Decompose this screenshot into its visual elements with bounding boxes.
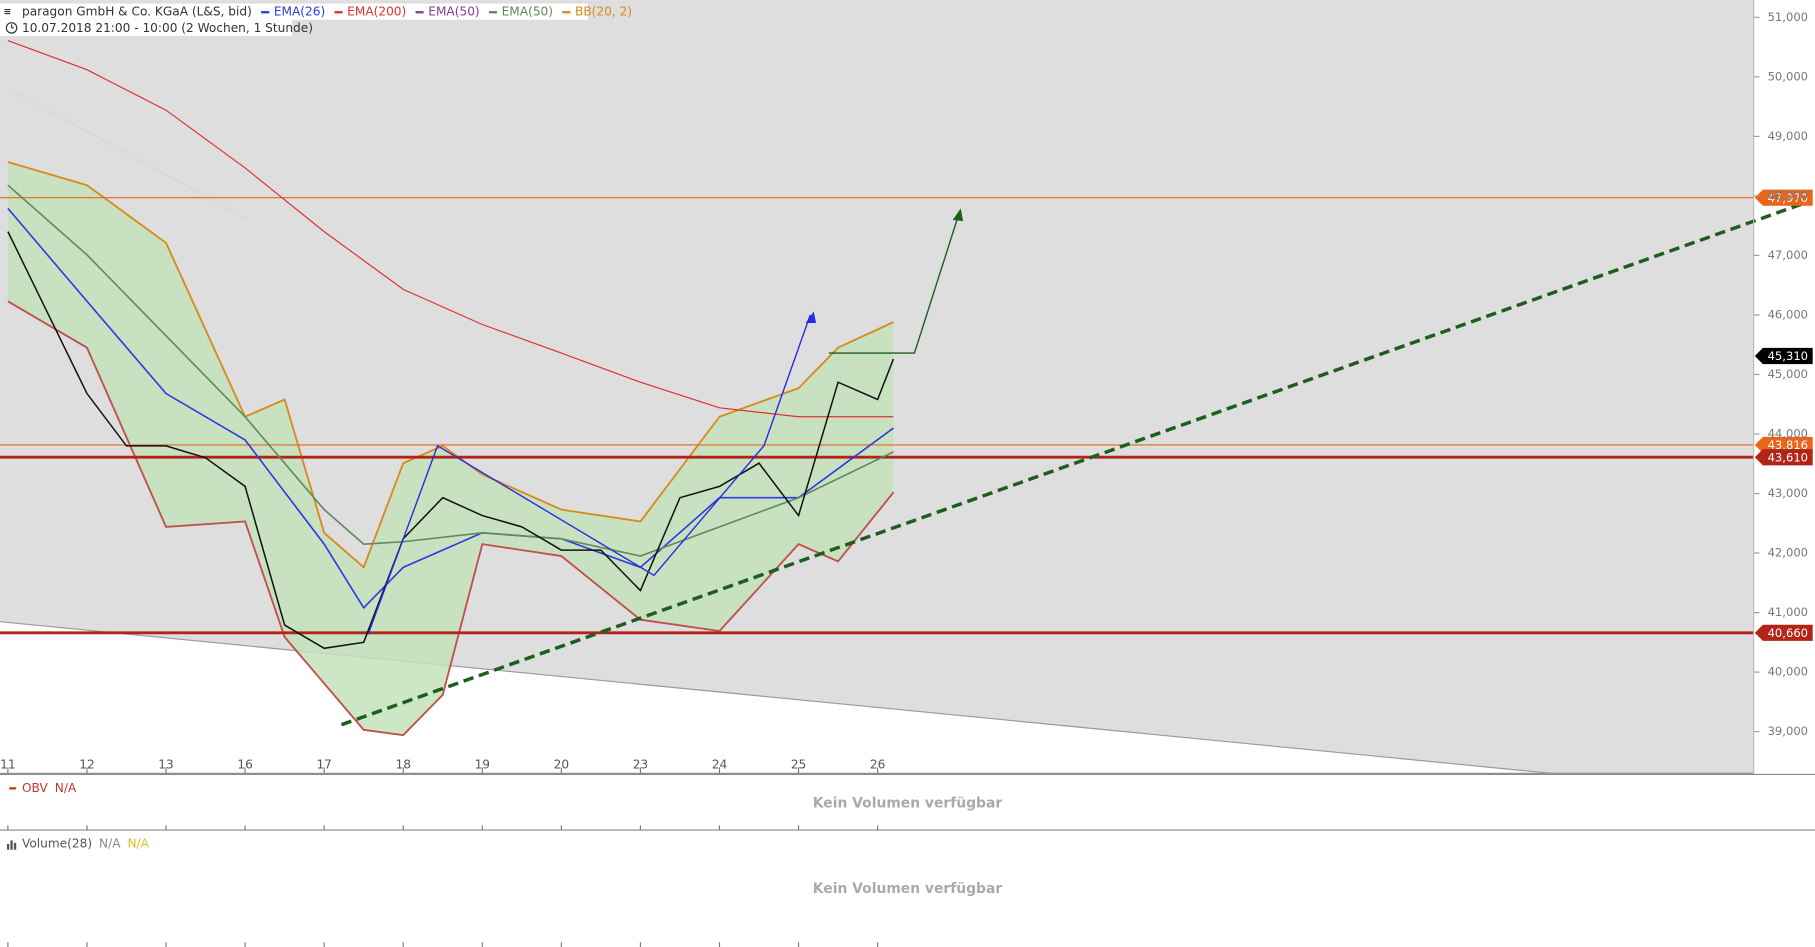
panel-message: Kein Volumen verfügbar (813, 795, 1003, 811)
panel-status: N/A (127, 836, 149, 850)
x-tick-label: 26 (870, 758, 885, 772)
level-marker (1754, 347, 1813, 365)
subtitle-background (0, 19, 292, 36)
logo: ≡ (3, 7, 11, 18)
x-tick-label: 17 (316, 758, 331, 772)
panel-name: Volume(28) (22, 836, 92, 850)
y-tick-label: 42,000 (1768, 546, 1808, 560)
drawing-line (11, 89, 250, 221)
panel-message: Kein Volumen verfügbar (813, 881, 1003, 897)
chart-title: paragon GmbH & Co. KGaA (L&S, bid) (22, 5, 252, 19)
level-marker (1754, 189, 1813, 206)
y-tick-label: 48,000 (1768, 188, 1808, 202)
volume-icon (6, 843, 10, 850)
y-tick-label: 44,000 (1768, 427, 1808, 441)
level-label: 43,610 (1768, 450, 1808, 464)
legend-label: BB(20, 2) (575, 5, 632, 19)
series-line (7, 184, 894, 557)
y-tick-label: 51,000 (1768, 10, 1808, 24)
projection-line (828, 215, 960, 354)
panel-status: N/A (99, 836, 121, 850)
level-marker (1754, 449, 1813, 466)
y-tick-label: 39,000 (1768, 724, 1808, 738)
legend-background (0, 3, 589, 20)
y-tick-label: 50,000 (1768, 69, 1808, 83)
level-marker (1754, 436, 1813, 454)
y-tick-label: 41,000 (1768, 605, 1808, 619)
clock-icon (5, 22, 18, 34)
x-tick-label: 23 (633, 758, 648, 772)
arrow-head (952, 208, 964, 222)
y-tick-label: 49,000 (1768, 129, 1808, 143)
drawing-line (0, 621, 1552, 774)
x-tick-label: 24 (712, 758, 728, 772)
legend-label: EMA(50) (502, 5, 553, 19)
y-tick-label: 43,000 (1768, 486, 1808, 500)
x-tick-label: 25 (791, 758, 806, 772)
legend-label: EMA(50) (428, 5, 479, 19)
x-tick-label: 12 (79, 758, 94, 772)
legend-label: EMA(200) (347, 5, 406, 19)
y-tick-label: 46,000 (1768, 307, 1808, 321)
projection-line (367, 314, 811, 635)
volume-icon (10, 840, 13, 850)
subtitle: 10.07.2018 21:00 - 10:00 (2 Wochen, 1 St… (22, 21, 313, 35)
band-fill (7, 161, 894, 736)
level-label: 40,660 (1768, 626, 1808, 640)
y-tick-label: 45,000 (1768, 367, 1808, 381)
arrow-head (805, 311, 817, 324)
series-line (7, 231, 895, 650)
x-tick-label: 20 (554, 758, 569, 772)
y-tick-label: 40,000 (1768, 665, 1808, 679)
series-line (7, 40, 894, 418)
band-lower (7, 300, 895, 737)
band-upper (7, 161, 894, 569)
x-tick-label: 11 (0, 758, 15, 772)
panel-name: OBV (22, 781, 49, 795)
panel-status: N/A (55, 781, 77, 795)
x-tick-label: 16 (237, 758, 252, 772)
level-label: 47,970 (1768, 191, 1808, 205)
volume-icon (13, 842, 17, 850)
level-label: 45,310 (1768, 349, 1808, 363)
legend-label: EMA(26) (274, 5, 325, 19)
x-tick-label: 18 (396, 758, 411, 772)
level-label: 43,816 (1768, 438, 1808, 452)
level-marker (1754, 624, 1813, 641)
x-tick-label: 13 (158, 758, 173, 772)
x-tick-label: 19 (475, 758, 490, 772)
y-tick-label: 47,000 (1768, 248, 1808, 262)
